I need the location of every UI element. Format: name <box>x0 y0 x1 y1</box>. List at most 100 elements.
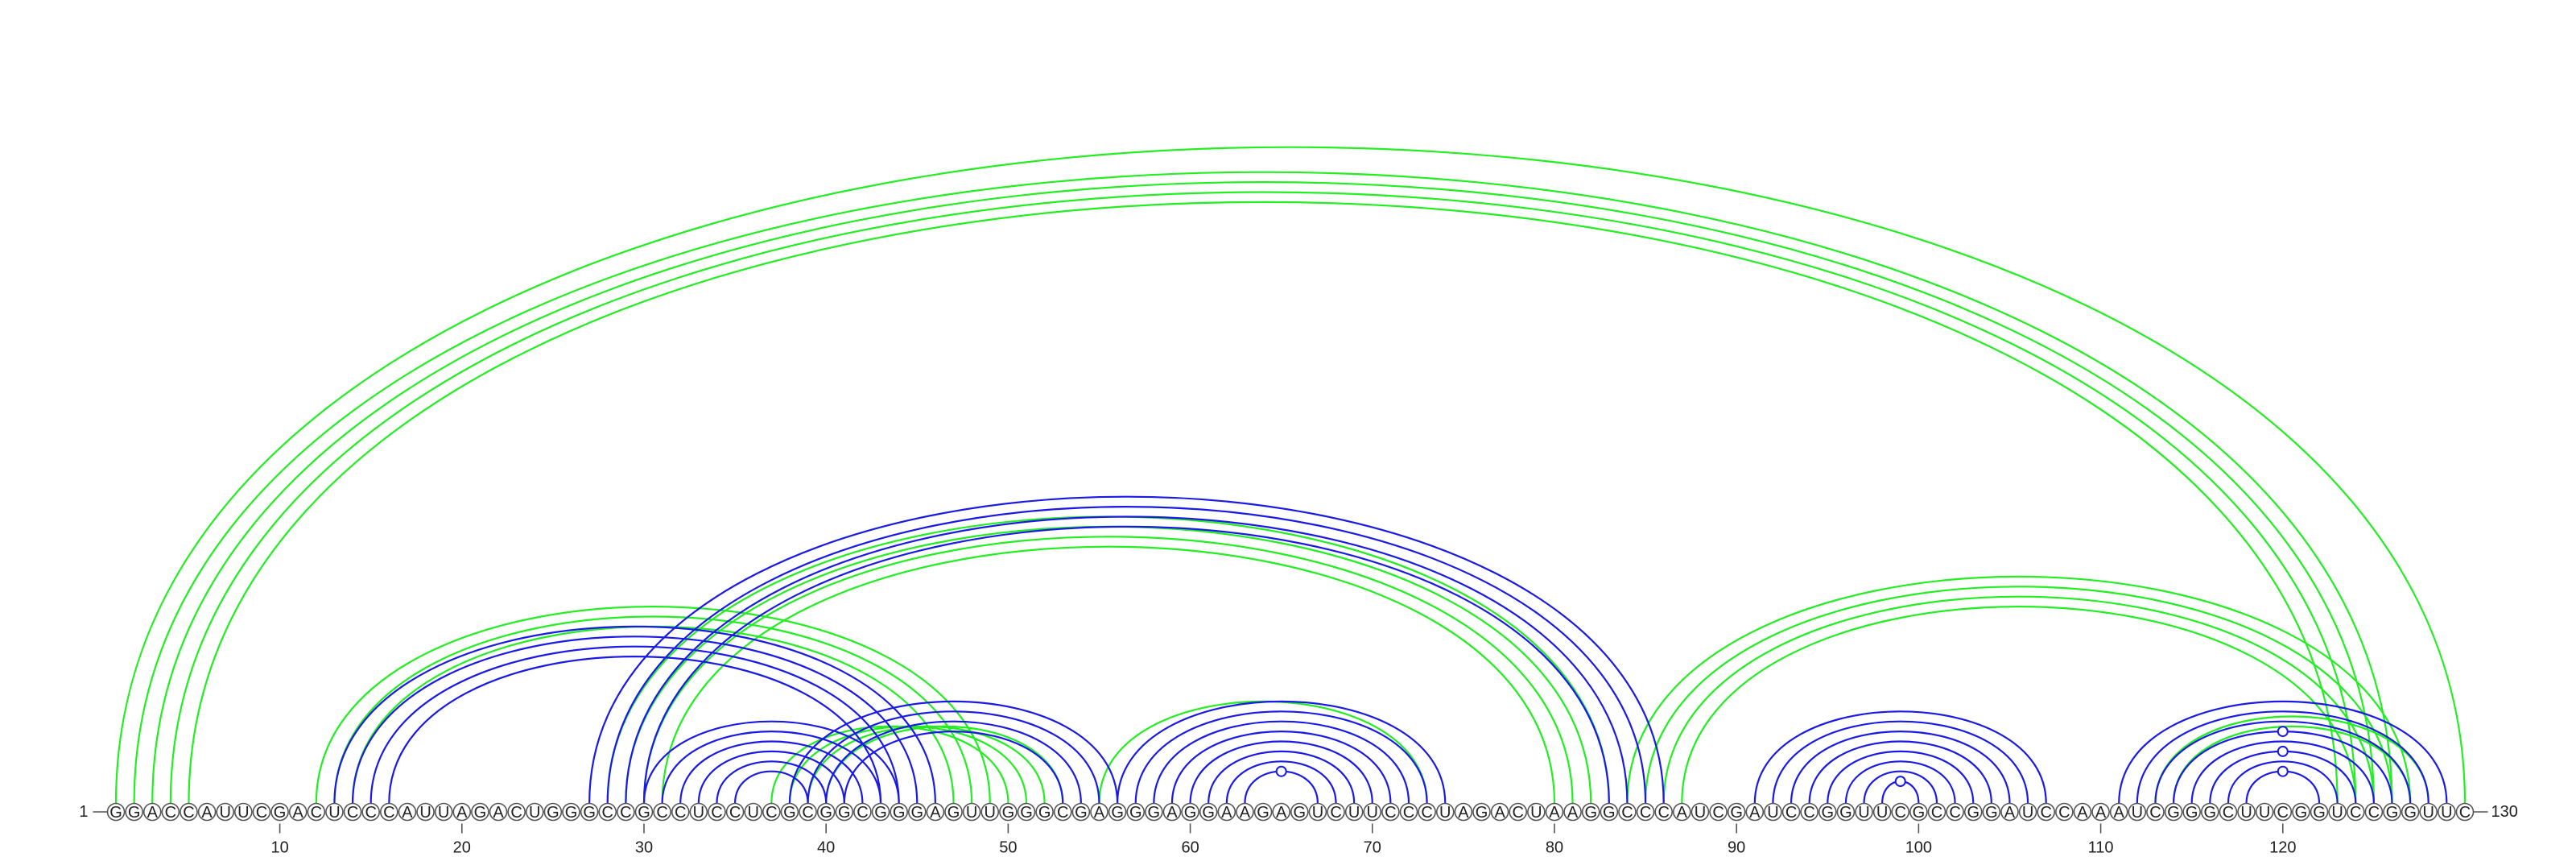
nucleotide-letter: G <box>893 804 906 822</box>
nucleotide-letter: C <box>2350 804 2361 822</box>
nucleotide-letter: C <box>1657 804 1669 822</box>
nucleotide-letter: U <box>1348 804 1360 822</box>
nucleotide-letter: G <box>910 804 923 822</box>
nucleotide-circle <box>379 802 398 822</box>
nucleotide-circle <box>252 802 271 822</box>
nucleotide-letter: U <box>419 804 431 822</box>
nucleotide-circle <box>562 802 580 822</box>
nucleotide-circle <box>598 802 617 822</box>
tick-label: 100 <box>1905 839 1932 857</box>
nucleotide-letter: G <box>783 804 796 822</box>
nucleotide-circle <box>780 802 799 822</box>
nucleotide-letter: C <box>183 804 194 822</box>
tick-label: 110 <box>2088 839 2114 857</box>
nucleotide-circle <box>725 802 745 822</box>
nucleotide-letter: A <box>930 804 941 822</box>
nucleotide-letter: C <box>2459 804 2471 822</box>
nucleotide-circle <box>2255 802 2274 822</box>
nucleotide-letter: U <box>693 804 704 822</box>
nucleotide-letter: C <box>2040 804 2051 822</box>
nucleotide-circle <box>1527 802 1546 822</box>
nucleotide-letter: U <box>1858 804 1869 822</box>
blue-arc-41-53 <box>843 731 1064 804</box>
nucleotide-letter: G <box>1839 804 1852 822</box>
nucleotide-letter: U <box>2240 804 2252 822</box>
nucleotide-circle <box>1162 802 1182 822</box>
nucleotide-letter: A <box>2114 804 2125 822</box>
nucleotide-letter: G <box>2186 804 2198 822</box>
nucleotide-letter: C <box>1403 804 1414 822</box>
nucleotide-circle <box>1126 802 1146 822</box>
nucleotide-letter: G <box>1584 804 1597 822</box>
nucleotide-circle <box>1399 802 1418 822</box>
nucleotide-letter: A <box>1567 804 1579 822</box>
nucleotide-letter: G <box>1184 804 1197 822</box>
blue-arc-34-40 <box>716 760 828 804</box>
nucleotide-letter: G <box>109 804 122 822</box>
nucleotide-letter: C <box>620 804 631 822</box>
nucleotide-circle <box>617 802 635 822</box>
nucleotide-circle <box>507 802 526 822</box>
nucleotide-circle <box>2201 802 2219 822</box>
nucleotide-circle <box>1071 802 1091 822</box>
nucleotide-letter: C <box>675 804 686 822</box>
nucleotide-circle <box>1454 802 1473 822</box>
nucleotide-letter: G <box>819 804 832 822</box>
nucleotide-letter: C <box>1640 804 1651 822</box>
nucleotide-letter: U <box>966 804 977 822</box>
blue-arc-15-44 <box>369 645 900 804</box>
nucleotide-circle <box>489 802 508 822</box>
blue-arc-61-69 <box>1208 750 1356 804</box>
nucleotide-circle <box>2383 802 2401 822</box>
nucleotide-circle <box>1344 802 1364 822</box>
nucleotide-circle <box>1181 802 1199 822</box>
nucleotide-circle <box>142 802 162 822</box>
nucleotide-letter: C <box>1712 804 1724 822</box>
nucleotide-circle <box>2273 802 2293 822</box>
nucleotide-circle <box>2164 802 2183 822</box>
nucleotide-letter: A <box>1240 804 1251 822</box>
blue-arc-40-54 <box>825 720 1082 804</box>
nucleotide-letter: C <box>1330 804 1341 822</box>
tick-label: 80 <box>1546 839 1563 857</box>
green-arc-85-126 <box>1644 586 2393 804</box>
nucleotide-letter: C <box>2058 804 2070 822</box>
blue-arc-94-104 <box>1808 740 1992 804</box>
nucleotide-letter: A <box>1549 804 1560 822</box>
nucleotide-circle <box>2401 802 2420 822</box>
nucleotide-circle <box>1927 802 1946 822</box>
nucleotide-circle <box>1654 802 1673 822</box>
nucleotide-circle <box>361 802 380 822</box>
blue-arc-39-55 <box>807 710 1100 804</box>
green-arc-13-48 <box>333 615 973 804</box>
blue-arc-117-123 <box>2227 760 2339 804</box>
nucleotide-letter: U <box>1312 804 1323 822</box>
nucleotide-letter: G <box>1985 804 1998 822</box>
tick-label: 20 <box>453 839 471 857</box>
nucleotide-circle <box>1946 802 1964 822</box>
tick-label: 120 <box>2269 839 2296 857</box>
nucleotide-circle <box>1745 802 1765 822</box>
nucleotide-circle <box>1381 802 1400 822</box>
nucleotide-letter: C <box>729 804 741 822</box>
gu-marker-98-100 <box>1894 776 1906 788</box>
nucleotide-circle <box>2219 802 2238 822</box>
nucleotide-circle <box>197 802 217 822</box>
nucleotide-letter: C <box>857 804 868 822</box>
blue-arc-58-72 <box>1153 720 1410 804</box>
nucleotide-circle <box>1035 802 1054 822</box>
nucleotide-circle <box>1199 802 1218 822</box>
nucleotide-circle <box>962 802 981 822</box>
blue-arc-60-70 <box>1189 740 1373 804</box>
nucleotide-circle <box>2037 802 2056 822</box>
tick-label: 70 <box>1364 839 1381 857</box>
blue-arc-38-56 <box>788 700 1119 804</box>
nucleotide-circle <box>816 802 836 822</box>
nucleotide-circle <box>1563 802 1582 822</box>
nucleotide-circle <box>999 802 1018 822</box>
nucleotide-letter: C <box>1803 804 1814 822</box>
blue-arc-33-41 <box>697 750 845 804</box>
nucleotide-circle <box>416 802 435 822</box>
nucleotide-letter: A <box>201 804 213 822</box>
